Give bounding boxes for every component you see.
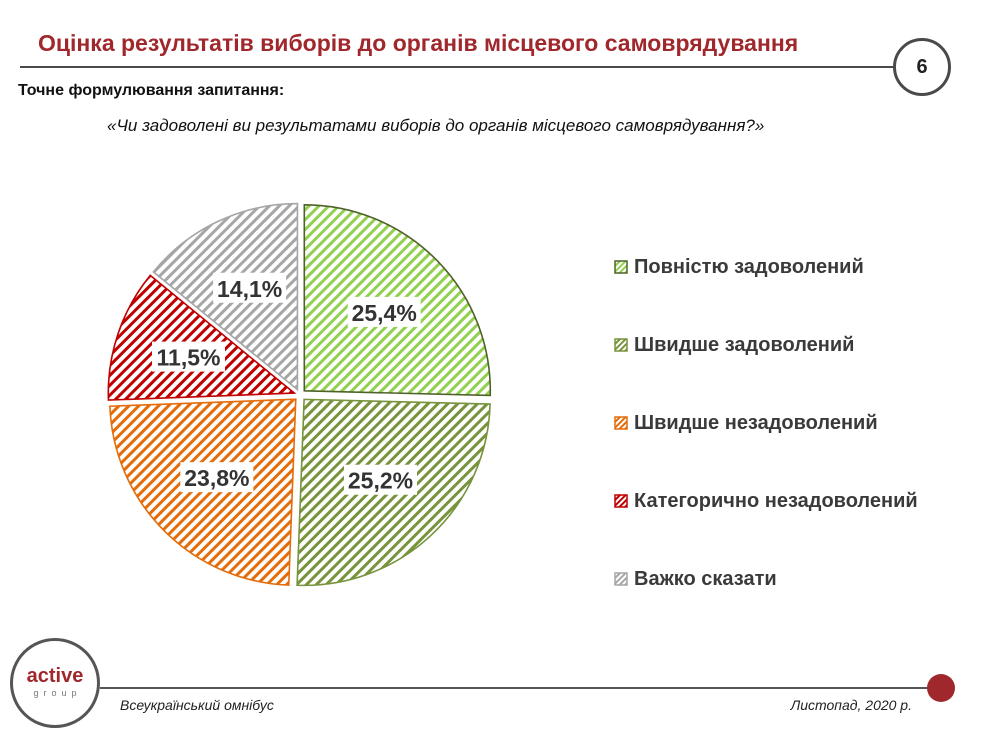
pie-chart: 25,4% 25,2% 23,8% 11,5% 14,1% [107,202,492,587]
logo-subtext: group [33,688,82,698]
footer-divider [100,687,942,689]
slice-label-background [213,272,287,303]
slice-data-label: 23,8% [184,465,249,491]
legend-item: Повністю задоволений [614,228,918,306]
legend-swatch-icon [614,260,628,274]
logo-wordmark: active [26,665,84,687]
page-title: Оцінка результатів виборів до органів мі… [38,30,799,56]
company-logo: active group [10,638,100,728]
legend-swatch-icon [614,572,628,586]
question-text: «Чи задоволені ви результатами виборів д… [107,116,765,135]
decorative-dot [927,674,955,702]
question-label: Точне формулювання запитання: [18,82,285,99]
legend-swatch-icon [614,416,628,430]
slice-label-background [180,462,254,493]
slice-data-label: 25,2% [348,468,413,494]
slice-data-label: 25,4% [352,300,417,326]
footer-survey-name: Всеукраїнський омнібус [120,697,274,713]
pie-slice [109,398,297,586]
legend-label: Швидше незадоволений [634,411,878,434]
legend-label: Повністю задоволений [634,255,864,278]
slice-label-background [347,296,421,327]
slice-data-label: 14,1% [217,276,282,302]
header-divider [20,66,896,68]
page-number-badge: 6 [893,38,951,96]
slice-label-background [344,464,418,495]
legend-item: Швидше задоволений [614,306,918,384]
legend-item: Швидше незадоволений [614,384,918,462]
legend-swatch-icon [614,494,628,508]
legend-item: Важко сказати [614,540,918,618]
legend-label: Категорично незадоволений [634,489,918,512]
legend-label: Швидше задоволений [634,333,855,356]
slice-data-label: 11,5% [157,345,221,371]
chart-legend: Повністю задоволений Швидше задоволений … [614,228,918,618]
page-number: 6 [916,55,928,78]
legend-item: Категорично незадоволений [614,462,918,540]
slice-label-background [152,341,226,372]
footer-date: Листопад, 2020 р. [790,697,912,713]
legend-swatch-icon [614,338,628,352]
legend-label: Важко сказати [634,567,777,590]
